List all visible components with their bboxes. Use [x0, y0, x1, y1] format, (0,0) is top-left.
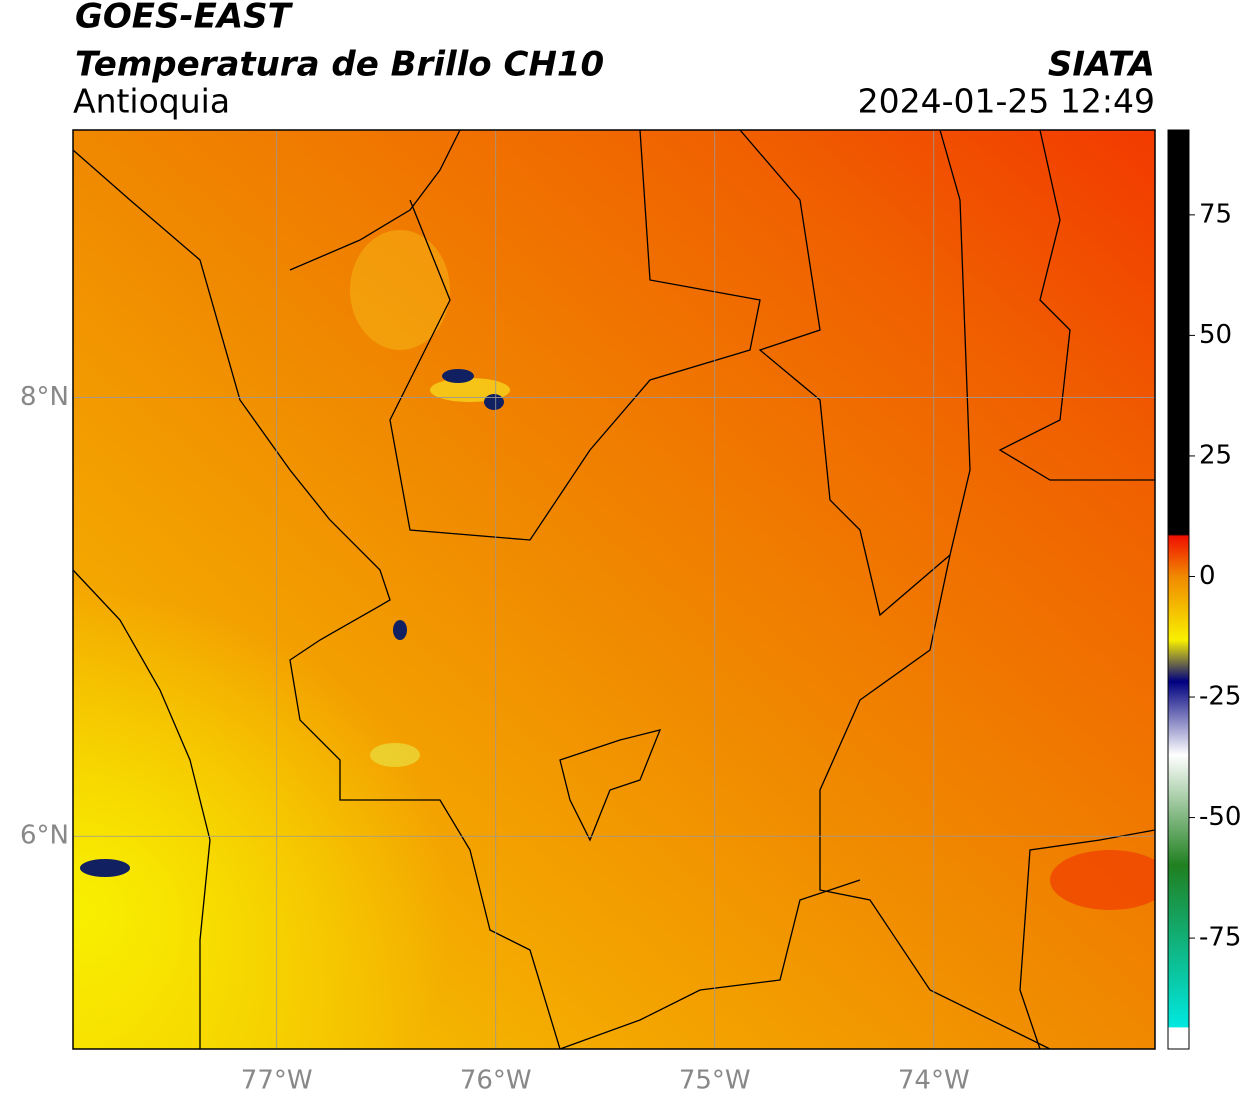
x-tick-label: 75°W [679, 1066, 751, 1096]
grid [73, 130, 1155, 1049]
source: SIATA [1048, 45, 1155, 85]
x-tick-label: 77°W [241, 1066, 313, 1096]
region: Antioquia [73, 82, 230, 121]
colorbar [1167, 129, 1190, 1050]
colorbar-tick-label: 75 [1199, 199, 1232, 229]
x-tick-label: 76°W [460, 1066, 532, 1096]
y-tick-label: 6°N [20, 821, 69, 851]
colorbar-tick-label: -50 [1199, 802, 1241, 832]
x-tick-label: 74°W [898, 1066, 970, 1096]
map-frame [72, 129, 1156, 1050]
colorbar-tick-label: -75 [1199, 923, 1241, 953]
datetime: 2024-01-25 12:49 [858, 82, 1155, 121]
colorbar-tick-label: 0 [1199, 561, 1216, 591]
colorbar-tick-label: 50 [1199, 320, 1232, 350]
map-field [73, 130, 1155, 1049]
title: GOES-EAST [75, 0, 294, 37]
colorbar-tick-label: 25 [1199, 440, 1232, 470]
subtitle: Temperatura de Brillo CH10 [75, 45, 604, 85]
colorbar-tick-label: -25 [1199, 682, 1241, 712]
y-tick-label: 8°N [20, 382, 69, 412]
